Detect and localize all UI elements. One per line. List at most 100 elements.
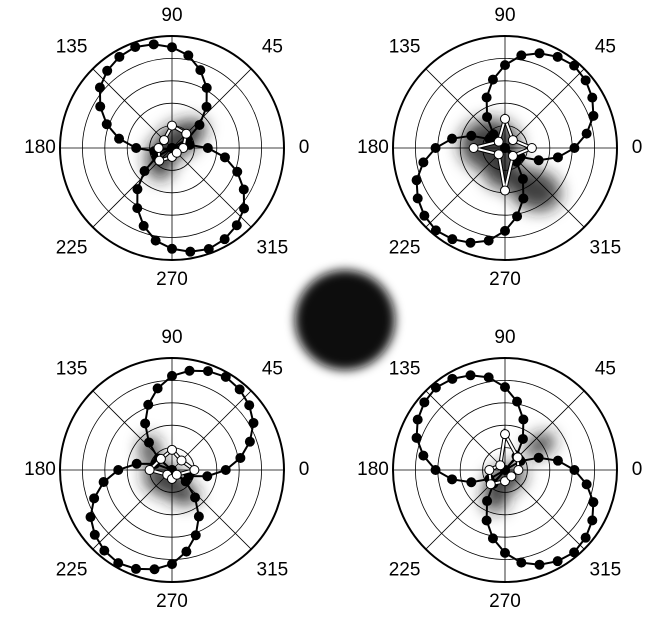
data-point (168, 445, 177, 454)
data-point (196, 66, 205, 75)
theta-tick-label: 270 (489, 591, 521, 612)
data-point (496, 461, 505, 470)
data-point (588, 93, 597, 102)
data-point (501, 548, 510, 557)
theta-tick-label: 315 (590, 559, 622, 580)
data-point (483, 497, 492, 506)
data-point (469, 144, 478, 153)
data-point (535, 49, 544, 58)
data-point (501, 61, 510, 70)
data-point (203, 144, 212, 153)
theta-tick-label: 0 (299, 459, 310, 480)
data-point (501, 383, 510, 392)
data-point (236, 453, 245, 462)
data-point (144, 438, 153, 447)
data-point (195, 120, 204, 129)
data-point (160, 136, 169, 145)
data-point (517, 558, 526, 567)
data-point (221, 466, 230, 475)
data-point (431, 144, 440, 153)
data-point (570, 466, 579, 475)
data-point (141, 419, 150, 428)
data-point (140, 167, 149, 176)
data-point (203, 472, 212, 481)
theta-tick-label: 180 (24, 459, 56, 480)
data-point (519, 415, 528, 424)
data-point (99, 478, 108, 487)
polar-chart: 04590135180225270315 (357, 5, 642, 290)
data-point (570, 61, 579, 70)
data-point (232, 221, 241, 230)
data-point (494, 137, 503, 146)
data-point (131, 42, 140, 51)
data-point (513, 453, 522, 462)
data-point (486, 480, 495, 489)
theta-tick-label: 135 (389, 37, 421, 58)
data-point (484, 373, 493, 382)
data-point (132, 144, 141, 153)
data-point (168, 244, 177, 253)
data-point (186, 247, 195, 256)
data-point (133, 204, 142, 213)
theta-tick-label: 135 (389, 359, 421, 380)
data-point (431, 466, 440, 475)
data-point (508, 136, 517, 145)
theta-tick-label: 45 (262, 37, 283, 58)
data-point (150, 565, 159, 574)
data-point (507, 472, 516, 481)
data-point (431, 226, 440, 235)
data-point (182, 129, 191, 138)
data-point (570, 548, 579, 557)
data-point (156, 454, 165, 463)
data-point (194, 512, 203, 521)
data-point (581, 76, 590, 85)
data-point (466, 238, 475, 247)
data-point (172, 148, 181, 157)
theta-tick-label: 225 (56, 559, 88, 580)
theta-tick-label: 315 (257, 237, 289, 258)
theta-tick-label: 0 (632, 137, 643, 158)
data-point (245, 437, 254, 446)
data-point (483, 112, 492, 121)
data-point (588, 516, 597, 525)
data-point (90, 530, 99, 539)
data-point (168, 43, 177, 52)
data-point (114, 466, 123, 475)
theta-tick-label: 270 (156, 269, 188, 290)
data-point (412, 176, 421, 185)
data-point (202, 83, 211, 92)
data-point (191, 531, 200, 540)
data-point (419, 158, 428, 167)
data-point (177, 456, 186, 465)
data-point (413, 194, 422, 203)
data-point (570, 144, 579, 153)
data-point (527, 144, 536, 153)
theta-tick-label: 315 (257, 559, 289, 580)
theta-tick-label: 180 (357, 459, 389, 480)
theta-tick-label: 90 (161, 5, 182, 26)
theta-tick-label: 45 (595, 37, 616, 58)
polar-chart: 04590135180225270315 (357, 327, 642, 612)
data-point (553, 456, 562, 465)
theta-tick-label: 270 (156, 591, 188, 612)
data-point (132, 459, 141, 468)
data-point (86, 513, 95, 522)
data-point (501, 226, 510, 235)
data-point (149, 40, 158, 49)
data-point (420, 211, 429, 220)
data-point (239, 185, 248, 194)
data-point (518, 175, 527, 184)
data-point (517, 51, 526, 60)
data-point (154, 144, 163, 153)
data-point (168, 121, 177, 130)
data-point (501, 114, 510, 123)
data-point (494, 150, 503, 159)
theta-tick-label: 225 (56, 237, 88, 258)
data-point (155, 156, 164, 165)
data-point (484, 236, 493, 245)
data-point (202, 102, 211, 111)
data-point (172, 470, 181, 479)
data-point (103, 66, 112, 75)
data-point (131, 564, 140, 573)
theta-tick-label: 270 (489, 269, 521, 290)
